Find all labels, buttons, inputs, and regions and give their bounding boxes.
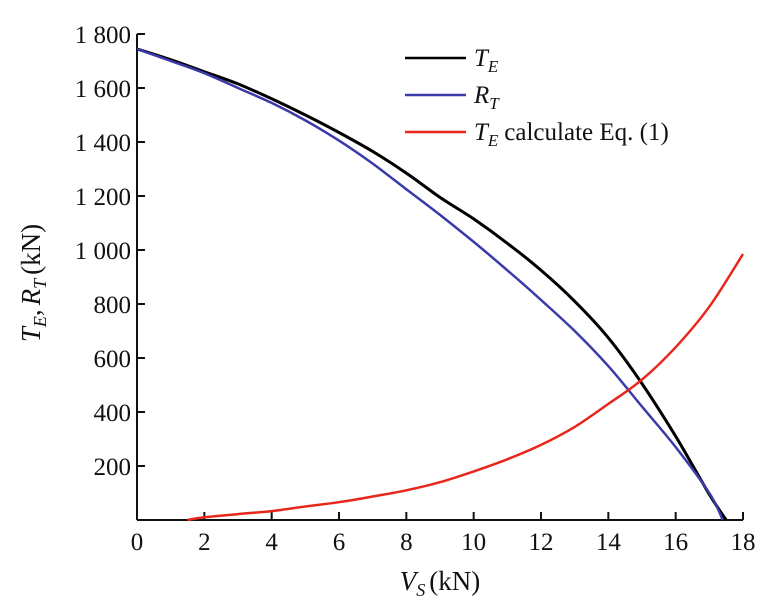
y-tick-label: 600 [94, 346, 132, 373]
legend-item-te-calc: TE calculate Eq. (1) [405, 119, 669, 150]
series-line-te [136, 47, 728, 521]
y-tick-label: 400 [94, 400, 132, 427]
legend-label-te-calc: TE calculate Eq. (1) [474, 119, 669, 150]
y-tick-label: 200 [94, 454, 132, 481]
plot-area: 0 2 4 6 8 10 12 14 16 18 200 400 600 800 1 000 1 200 1 … [75, 22, 756, 556]
x-tick-label: 0 [131, 529, 144, 556]
y-tick-label: 1 800 [75, 22, 131, 49]
x-tick-label: 4 [265, 529, 278, 556]
y-tick-label: 1 200 [75, 184, 131, 211]
y-tick-label: 1 000 [75, 238, 131, 265]
legend: TE RT TE calculate Eq. (1) [405, 45, 669, 150]
legend-label-rt: RT [473, 82, 500, 113]
x-tick-label: 2 [198, 529, 211, 556]
legend-item-rt: RT [405, 82, 500, 113]
y-tick-label: 800 [94, 292, 132, 319]
y-ticks: 200 400 600 800 1 000 1 200 1 400 1 600 1 800 [75, 22, 145, 481]
x-tick-label: 14 [596, 529, 622, 556]
x-tick-label: 18 [731, 529, 756, 556]
x-tick-label: 10 [461, 529, 486, 556]
legend-item-te: TE [405, 45, 499, 76]
y-axis-title: TE,RT(kN) [16, 224, 50, 342]
x-ticks: 0 2 4 6 8 10 12 14 16 18 [131, 512, 756, 556]
y-tick-label: 1 400 [75, 130, 131, 157]
series-line-rt [136, 47, 724, 521]
x-tick-label: 6 [333, 529, 346, 556]
series-lines [136, 47, 745, 522]
x-tick-label: 8 [400, 529, 413, 556]
legend-label-te: TE [474, 45, 499, 76]
x-tick-label: 16 [663, 529, 688, 556]
series-line-te-calc [187, 253, 745, 522]
y-tick-label: 1 600 [75, 76, 131, 103]
x-tick-label: 12 [529, 529, 554, 556]
x-axis-title: VS (kN) [400, 566, 480, 600]
